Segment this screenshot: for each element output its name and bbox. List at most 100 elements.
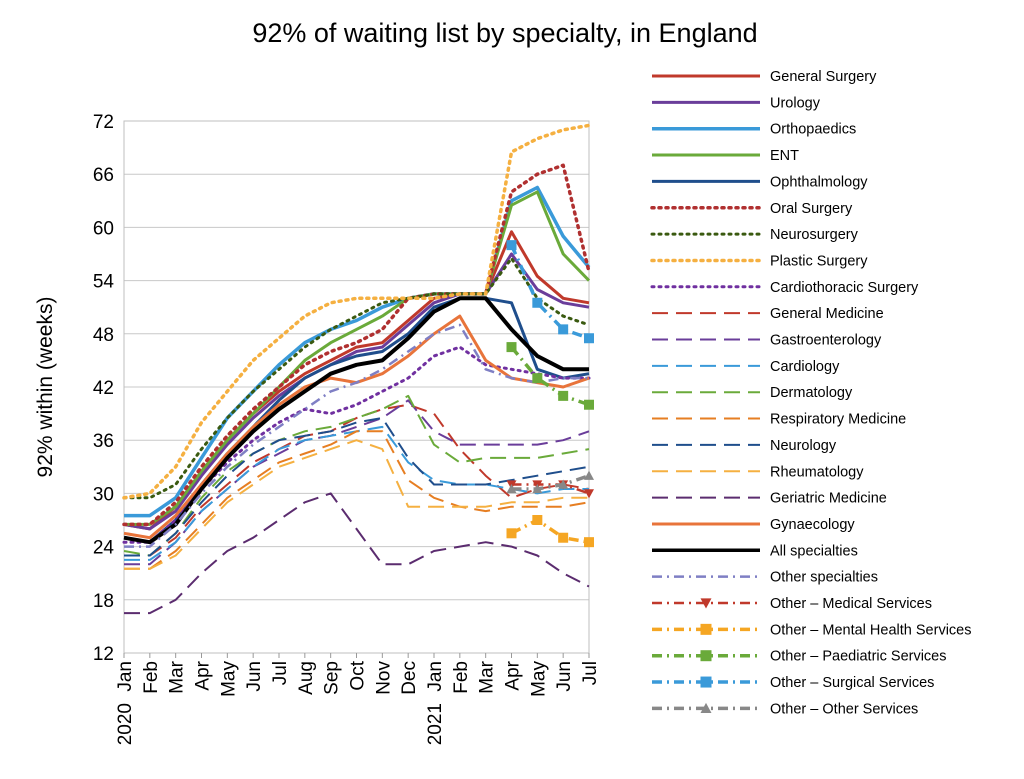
series-3: [124, 190, 591, 526]
series-line: [124, 492, 590, 615]
series-21: [506, 515, 594, 548]
x-tick-label: May: [218, 661, 239, 697]
series-9: [124, 403, 590, 557]
chart-title: 92% of waiting list by specialty, in Eng…: [252, 18, 757, 48]
legend-item: Ophthalmology: [652, 174, 868, 190]
legend-item: ENT: [652, 148, 799, 164]
y-tick-label: 18: [93, 591, 114, 612]
series-14: [124, 417, 590, 557]
legend-label: Respiratory Medicine: [770, 412, 906, 428]
data-point: [558, 390, 569, 401]
y-tick-label: 60: [93, 218, 114, 239]
legend-label: Rheumatology: [770, 464, 864, 480]
legend-label: All specialties: [770, 543, 858, 559]
data-point: [584, 537, 594, 548]
series-line: [124, 430, 590, 570]
legend-label: Cardiology: [770, 359, 840, 375]
x-tick-label: Mar: [477, 660, 498, 693]
legend-label: Dermatology: [770, 385, 853, 401]
legend-item: Respiratory Medicine: [652, 412, 906, 428]
legend-label: Orthopaedics: [770, 122, 856, 138]
legend-item: Plastic Surgery: [650, 253, 868, 269]
legend-label: General Surgery: [770, 69, 877, 85]
legend-label: Neurology: [770, 438, 837, 454]
series-19: [124, 323, 589, 548]
data-point: [584, 399, 594, 410]
x-tick-label: Nov: [373, 661, 394, 695]
legend-item: Orthopaedics: [652, 122, 856, 138]
data-point: [532, 483, 543, 494]
y-tick-label: 48: [93, 325, 114, 346]
series-line: [123, 394, 590, 557]
data-point: [506, 483, 517, 494]
series-12: [123, 394, 590, 557]
data-point: [506, 528, 517, 539]
x-tick-label: Jun: [554, 661, 575, 692]
data-point: [584, 333, 594, 344]
x-tick-label: Sep: [322, 661, 343, 695]
legend-item: Other – Medical Services: [652, 596, 932, 612]
series-lines: [122, 123, 594, 615]
y-axis-ticks: 12 18 24 30 36 42 48 54 60 66 72: [93, 112, 115, 665]
series-line: [511, 483, 590, 495]
data-point: [532, 373, 543, 384]
legend-label: Other – Other Services: [770, 701, 918, 717]
legend-item: Rheumatology: [652, 464, 864, 480]
legend-label: Other – Paediatric Services: [770, 649, 947, 665]
data-point: [584, 489, 594, 499]
series-line: [122, 256, 591, 500]
data-point: [506, 342, 517, 353]
series-5: [122, 163, 591, 527]
legend-label: Ophthalmology: [770, 174, 868, 190]
series-24: [506, 470, 594, 494]
x-tick-label: Mar: [167, 660, 188, 693]
series-line: [122, 123, 591, 500]
legend-label: General Medicine: [770, 306, 884, 322]
series-22: [506, 342, 594, 410]
series-7: [122, 123, 591, 500]
legend-marker: [700, 623, 712, 635]
legend-item: Oral Surgery: [650, 201, 853, 217]
legend-item: Other – Mental Health Services: [652, 622, 971, 638]
series-line: [124, 190, 591, 526]
x-tick-label: Jul: [580, 661, 601, 685]
series-line: [123, 252, 590, 531]
series-line: [124, 417, 590, 557]
x-tick-year-label: 2021: [425, 703, 446, 745]
x-tick-label: Aug: [296, 661, 317, 695]
x-tick-label: Jan: [115, 661, 136, 692]
series-23: [506, 240, 594, 344]
legend-label: Gynaecology: [770, 517, 855, 533]
legend-item: Neurology: [652, 438, 837, 454]
legend-marker: [700, 676, 712, 688]
series-1: [123, 252, 590, 531]
legend-marker: [700, 702, 712, 713]
series-18: [123, 296, 589, 545]
series-line: [124, 185, 591, 518]
series-line: [123, 296, 589, 545]
y-tick-label: 24: [93, 538, 115, 559]
legend-item: General Surgery: [652, 69, 877, 85]
legend-item: Gynaecology: [652, 517, 855, 533]
data-point: [558, 479, 569, 489]
series-6: [122, 256, 591, 500]
series-line: [124, 403, 590, 557]
data-point: [558, 532, 569, 543]
data-point: [506, 240, 517, 251]
data-point: [558, 324, 569, 335]
y-tick-label: 36: [93, 431, 114, 452]
legend-item: Other specialties: [652, 570, 878, 586]
legend-item: Geriatric Medicine: [652, 491, 887, 507]
series-16: [124, 492, 590, 615]
legend-item: Cardiology: [652, 359, 840, 375]
x-tick-label: Apr: [503, 660, 524, 690]
x-tick-year-label: 2020: [115, 703, 136, 745]
y-tick-label: 12: [93, 644, 114, 665]
legend-marker: [700, 598, 712, 609]
legend-label: Other – Mental Health Services: [770, 622, 971, 638]
data-point: [532, 297, 543, 308]
series-line: [124, 439, 589, 570]
data-point: [532, 515, 543, 525]
legend-label: Gastroenterology: [770, 333, 882, 349]
